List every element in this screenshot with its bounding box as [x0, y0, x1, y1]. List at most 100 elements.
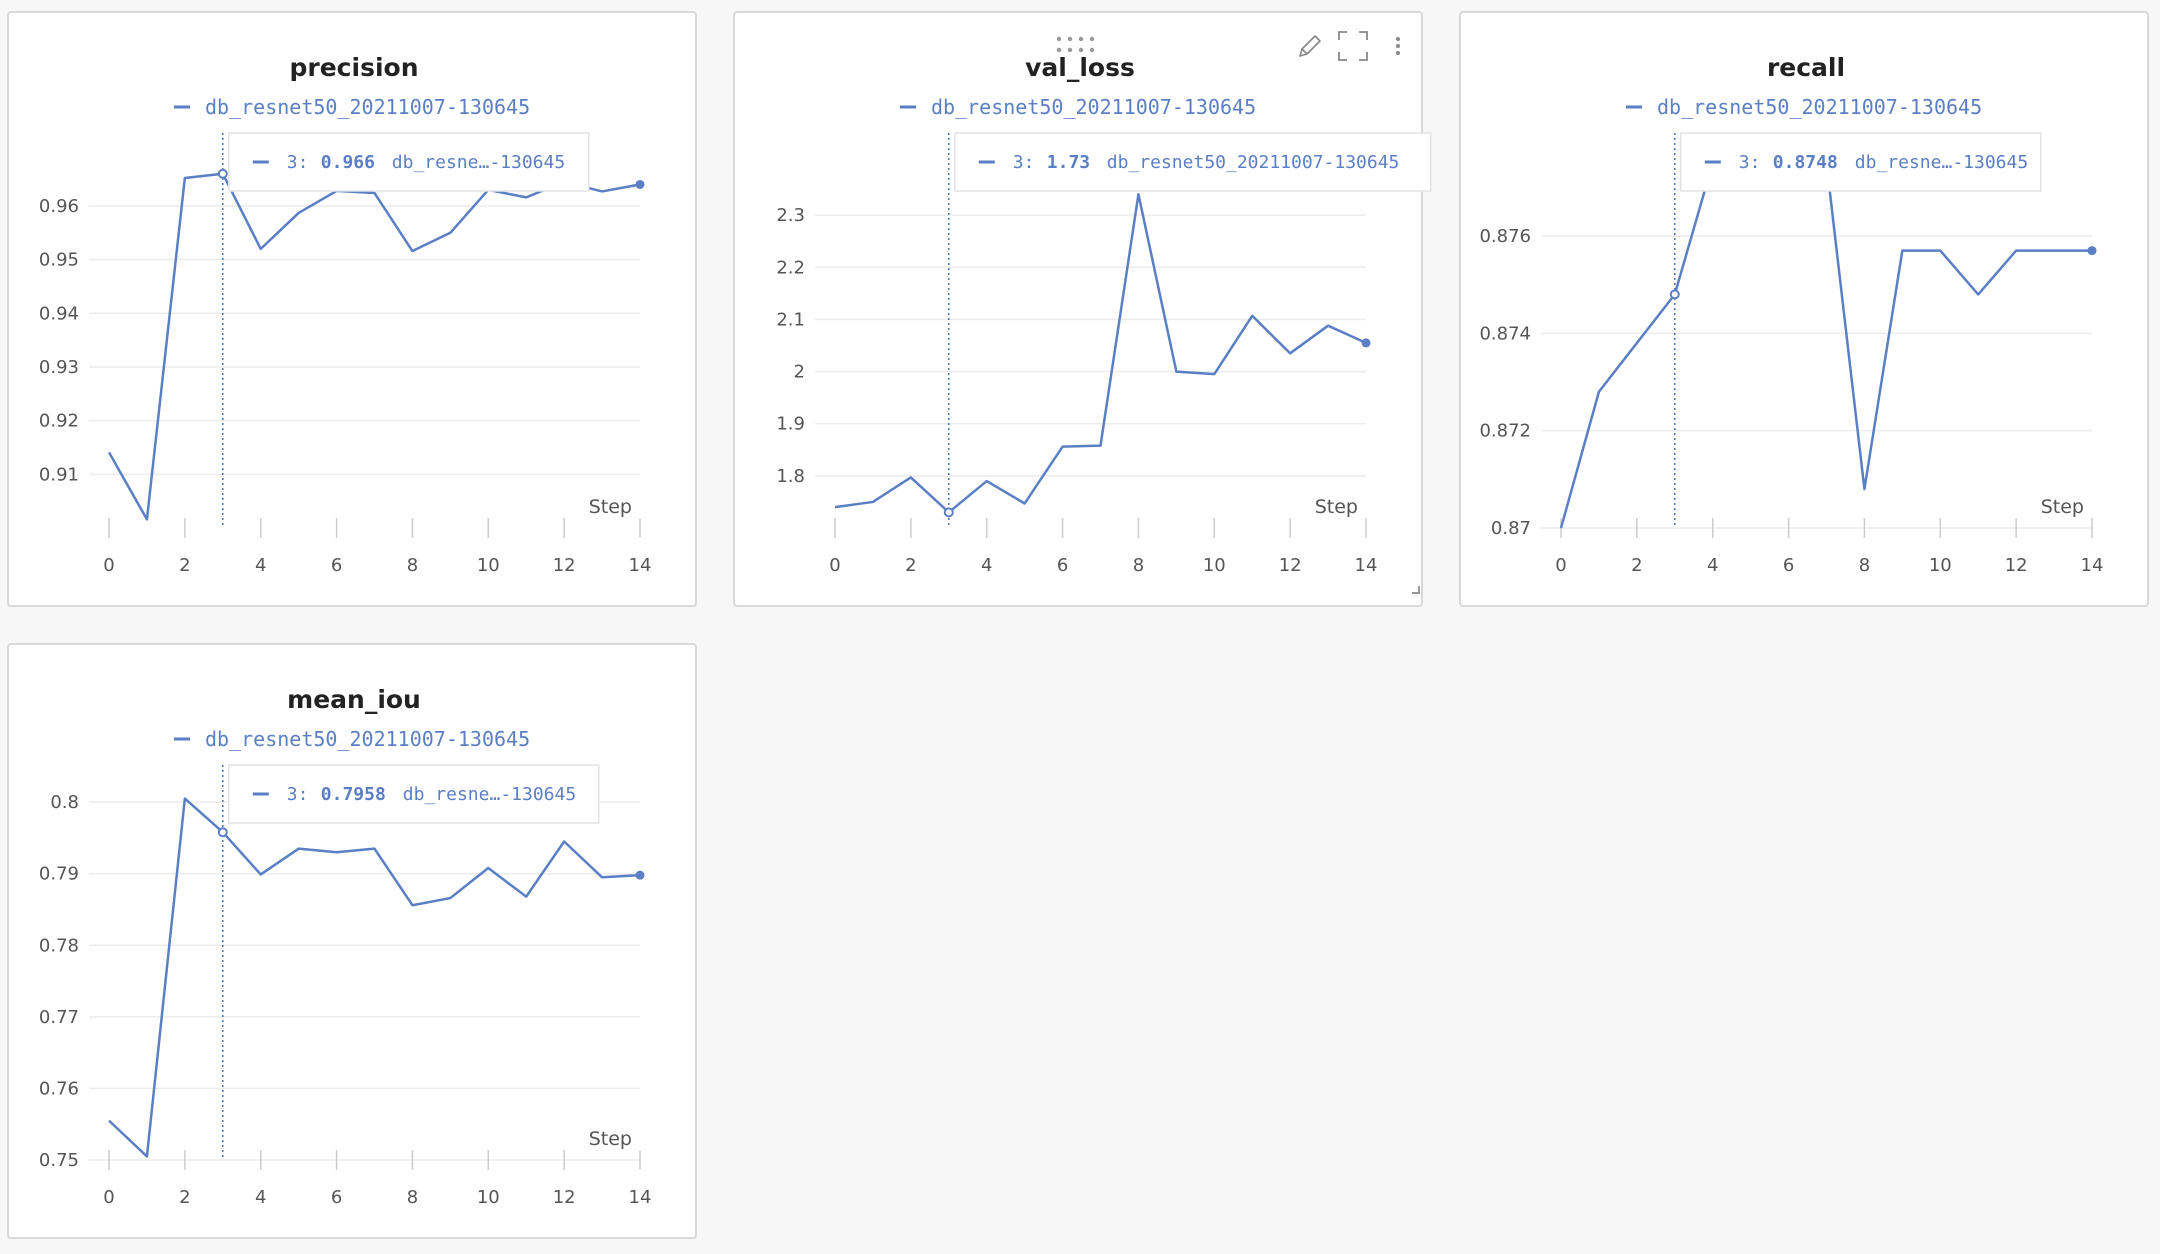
drag-dot	[1067, 36, 1073, 42]
pencil-icon[interactable]	[1299, 35, 1321, 57]
data-point[interactable]	[831, 503, 839, 511]
last-point-marker	[635, 179, 645, 189]
data-point[interactable]	[446, 229, 454, 237]
legend[interactable]: db_resnet50_20211007-130645	[900, 95, 1256, 119]
tooltip-value: 1.73	[1047, 152, 1090, 173]
series-line[interactable]	[108, 797, 641, 1158]
data-point[interactable]	[907, 473, 915, 481]
data-point[interactable]	[446, 894, 454, 902]
chart-panel-val-loss[interactable]: val_loss db_resnet50_20211007-130645 1.8 1.…	[733, 11, 1432, 609]
legend-label: db_resnet50_20211007-130645	[205, 95, 530, 119]
data-point[interactable]	[295, 209, 303, 217]
y-tick-label: 2.1	[776, 309, 805, 330]
drag-dot	[1089, 36, 1095, 42]
fullscreen-shape	[1338, 31, 1368, 61]
data-point[interactable]	[371, 845, 379, 853]
data-point[interactable]	[143, 1152, 151, 1160]
legend-label: db_resnet50_20211007-130645	[931, 95, 1256, 119]
data-point[interactable]	[105, 448, 113, 456]
data-point[interactable]	[295, 845, 303, 853]
tooltip-run-name: db_resne…-130645	[392, 152, 565, 173]
x-tick-label: 2	[1631, 555, 1642, 576]
data-point[interactable]	[2050, 247, 2058, 255]
chart-svg-mean-iou[interactable]: mean_iou db_resnet50_20211007-130645 0.75 0…	[9, 645, 699, 1241]
data-point[interactable]	[869, 498, 877, 506]
chart-title: precision	[290, 53, 419, 82]
chart-svg-precision[interactable]: precision db_resnet50_20211007-130645 0.91…	[9, 13, 699, 609]
data-point[interactable]	[1172, 368, 1180, 376]
data-point[interactable]	[408, 247, 416, 255]
legend[interactable]: db_resnet50_20211007-130645	[1626, 95, 1982, 119]
data-point[interactable]	[257, 245, 265, 253]
data-point[interactable]	[1324, 322, 1332, 330]
data-point[interactable]	[1860, 485, 1868, 493]
chart-title: val_loss	[1025, 53, 1135, 82]
data-point[interactable]	[143, 515, 151, 523]
data-point[interactable]	[2012, 247, 2020, 255]
fullscreen-icon[interactable]	[1338, 31, 1368, 61]
data-point[interactable]	[1898, 247, 1906, 255]
legend[interactable]: db_resnet50_20211007-130645	[174, 95, 530, 119]
data-point[interactable]	[257, 870, 265, 878]
data-point[interactable]	[1286, 349, 1294, 357]
tooltip-box	[1680, 132, 2042, 192]
data-point[interactable]	[1248, 312, 1256, 320]
drag-dot	[1067, 47, 1073, 53]
data-point[interactable]	[1059, 443, 1067, 451]
data-point[interactable]	[1633, 339, 1641, 347]
legend[interactable]: db_resnet50_20211007-130645	[174, 727, 530, 751]
x-tick-label: 0	[103, 555, 114, 576]
series-line[interactable]	[834, 193, 1367, 514]
data-point[interactable]	[105, 1117, 113, 1125]
chart-panel-precision[interactable]: precision db_resnet50_20211007-130645 0.91…	[7, 11, 697, 607]
tooltip-run-name: db_resne…-130645	[1855, 152, 2028, 173]
y-tick-label: 2	[794, 362, 805, 383]
data-point[interactable]	[1210, 370, 1218, 378]
series-line[interactable]	[107, 172, 641, 521]
data-point[interactable]	[983, 477, 991, 485]
data-point[interactable]	[1557, 524, 1565, 532]
hover-point	[1669, 289, 1680, 300]
x-tick-label: 8	[1133, 555, 1144, 576]
x-tick-label: 10	[477, 1187, 500, 1208]
y-tick-label: 0.91	[39, 464, 79, 485]
data-point[interactable]	[522, 193, 530, 201]
y-tick-label: 1.8	[776, 466, 805, 487]
data-point[interactable]	[1595, 388, 1603, 396]
x-tick-label: 2	[179, 1187, 190, 1208]
data-point[interactable]	[181, 174, 189, 182]
legend-label: db_resnet50_20211007-130645	[205, 727, 530, 751]
data-point[interactable]	[1097, 442, 1105, 450]
drag-handle-icon[interactable]	[1056, 36, 1095, 53]
data-point[interactable]	[408, 901, 416, 909]
data-point[interactable]	[1936, 247, 1944, 255]
chart-panel-recall[interactable]: recall db_resnet50_20211007-130645 0.87 0.8…	[1459, 11, 2149, 607]
last-point-marker	[2087, 246, 2097, 256]
data-point[interactable]	[522, 893, 530, 901]
data-point[interactable]	[1974, 290, 1982, 298]
resize-corner-icon[interactable]	[1412, 586, 1420, 594]
series-line[interactable]	[1559, 161, 2092, 529]
x-tick-label: 14	[629, 555, 652, 576]
y-tick-label: 0.93	[39, 357, 79, 378]
data-point[interactable]	[181, 795, 189, 803]
tooltip-run-name: db_resne…-130645	[403, 784, 576, 805]
data-point[interactable]	[598, 187, 606, 195]
y-tick-label: 2.3	[776, 205, 805, 226]
data-point[interactable]	[1021, 499, 1029, 507]
more-vertical-icon[interactable]	[1396, 37, 1400, 55]
chart-panel-mean-iou[interactable]: mean_iou db_resnet50_20211007-130645 0.75 0…	[7, 643, 697, 1239]
data-point[interactable]	[484, 864, 492, 872]
chart-svg-val-loss[interactable]: val_loss db_resnet50_20211007-130645 1.8 1.…	[735, 13, 1432, 609]
x-tick-label: 6	[331, 1187, 342, 1208]
x-tick-label: 10	[1203, 555, 1226, 576]
tooltip-step: 3:	[1013, 152, 1035, 173]
chart-svg-recall[interactable]: recall db_resnet50_20211007-130645 0.87 0.8…	[1461, 13, 2151, 609]
y-tick-label: 0.92	[39, 411, 79, 432]
data-point[interactable]	[560, 838, 568, 846]
data-point[interactable]	[598, 873, 606, 881]
x-tick-label: 14	[629, 1187, 652, 1208]
data-point[interactable]	[333, 848, 341, 856]
x-tick-label: 2	[179, 555, 190, 576]
x-tick-label: 6	[1057, 555, 1068, 576]
